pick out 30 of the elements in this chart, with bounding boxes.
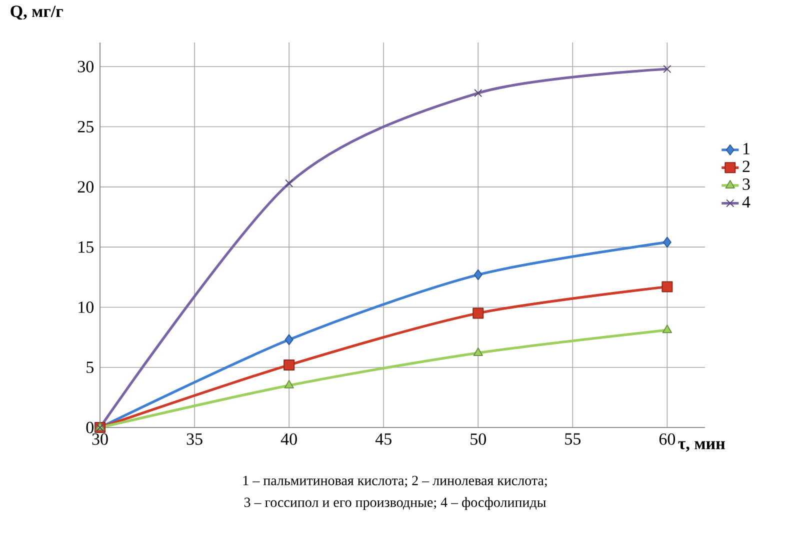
point xyxy=(284,360,295,371)
text: 3 – госсипол и его производные; 4 – фосфолипиды xyxy=(244,497,546,510)
y-tick-label: 10 xyxy=(78,302,94,314)
legend-label: 2 xyxy=(742,160,750,172)
legend-label: 1 xyxy=(743,143,750,154)
legend-label: 4 xyxy=(742,196,750,208)
point xyxy=(662,282,673,293)
point xyxy=(472,308,484,319)
point xyxy=(662,236,672,248)
y-axis-title: Q, мг/г xyxy=(10,6,63,20)
x-tick-label: 60 xyxy=(659,434,676,446)
text: 1 – пальмитиновая кислота; 2 – линолевая кислота; xyxy=(243,476,547,488)
x-tick-label: 45 xyxy=(375,434,392,445)
x-tick-label: 40 xyxy=(280,434,297,446)
x-tick-label: 50 xyxy=(470,434,486,446)
y-tick-label: 30 xyxy=(78,61,94,73)
legend-label: 3 xyxy=(742,178,750,190)
y-tick-label: 20 xyxy=(78,181,94,193)
point xyxy=(474,269,482,280)
point xyxy=(284,380,294,389)
x-axis-title: τ, мин xyxy=(678,442,725,452)
y-tick-label: 0 xyxy=(86,422,94,434)
y-tick-label: 25 xyxy=(78,121,94,133)
y-tick-label: 15 xyxy=(78,242,94,253)
point xyxy=(284,334,294,346)
x-tick-label: 55 xyxy=(565,434,580,445)
x-tick-label: 35 xyxy=(186,434,202,446)
y-tick-label: 5 xyxy=(86,362,94,374)
point xyxy=(662,324,672,334)
point xyxy=(473,348,483,356)
